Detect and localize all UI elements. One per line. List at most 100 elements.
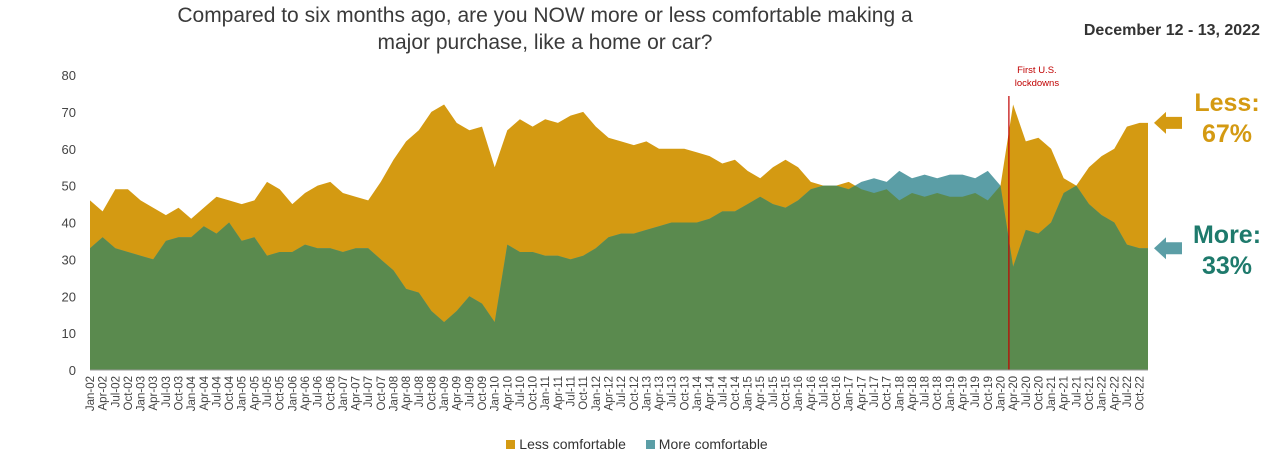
x-tick-label: Jul-17: [869, 376, 881, 407]
y-tick-label: 0: [69, 363, 76, 378]
y-tick-label: 50: [62, 179, 76, 194]
x-tick-label: Jan-09: [439, 376, 451, 411]
less-arrow-icon: [1154, 111, 1182, 134]
x-tick-label: Oct-11: [578, 376, 590, 410]
x-tick-label: Jan-08: [389, 376, 401, 411]
y-tick-label: 10: [62, 326, 76, 341]
more-callout: More: 33%: [1188, 220, 1266, 282]
x-tick-label: Oct-19: [983, 376, 995, 411]
x-tick-label: Apr-14: [705, 375, 717, 410]
lockdown-label-line-2: lockdowns: [1015, 78, 1060, 89]
x-tick-label: Jul-20: [1021, 376, 1033, 407]
x-tick-label: Apr-13: [654, 376, 666, 411]
x-tick-label: Jan-05: [237, 376, 249, 411]
x-tick-label: Jul-19: [970, 376, 982, 407]
less-callout-value: 67%: [1201, 120, 1253, 148]
x-tick-label: Apr-07: [351, 376, 363, 411]
x-tick-label: Jan-07: [338, 376, 350, 411]
x-tick-label: Jul-15: [768, 376, 780, 407]
x-tick-label: Oct-12: [629, 376, 641, 411]
x-tick-label: Oct-10: [528, 376, 540, 411]
x-tick-label: Apr-21: [1059, 376, 1071, 411]
x-tick-label: Apr-04: [199, 375, 211, 410]
less-callout-label: Less:: [1194, 89, 1260, 117]
x-tick-label: Apr-11: [553, 376, 565, 410]
x-tick-label: Jan-16: [793, 376, 805, 411]
x-tick-label: Jan-17: [844, 376, 856, 411]
x-tick-label: Jul-04: [212, 375, 224, 407]
x-tick-label: Jul-02: [110, 376, 122, 407]
x-tick-label: Apr-22: [1109, 376, 1121, 411]
x-tick-label: Apr-02: [98, 376, 110, 411]
x-tick-label: Oct-09: [477, 376, 489, 411]
y-tick-label: 60: [62, 142, 76, 157]
x-tick-label: Apr-19: [958, 376, 970, 411]
x-tick-label: Jan-19: [945, 376, 957, 411]
legend-swatch-more: [645, 440, 655, 449]
x-tick-label: Oct-03: [174, 376, 186, 411]
x-tick-label: Jul-07: [363, 376, 375, 407]
y-tick-label: 80: [62, 68, 76, 83]
overlap-area: [90, 170, 1148, 370]
x-tick-label: Oct-16: [831, 376, 843, 411]
x-tick-label: Oct-22: [1135, 376, 1147, 411]
x-tick-label: Apr-17: [856, 376, 868, 411]
legend: Less comfortable More comfortable: [0, 436, 1274, 452]
legend-label-more: More comfortable: [658, 436, 768, 452]
x-tick-label: Oct-04: [224, 375, 236, 410]
x-tick-label: Jan-02: [85, 376, 97, 411]
x-tick-label: Jul-05: [262, 376, 274, 407]
x-tick-label: Jul-12: [616, 376, 628, 407]
x-tick-label: Apr-16: [806, 376, 818, 411]
x-tick-label: Apr-18: [907, 376, 919, 411]
x-tick-label: Jul-03: [161, 376, 173, 407]
x-tick-label: Jan-15: [743, 376, 755, 411]
x-tick-label: Jul-22: [1122, 376, 1134, 407]
x-tick-label: Jan-13: [641, 376, 653, 411]
more-arrow-icon: [1154, 237, 1182, 260]
y-axis: 0 10 20 30 40 50 60 70 80: [62, 68, 76, 378]
x-tick-label: Apr-05: [249, 376, 261, 411]
chart-title: Compared to six months ago, are you NOW …: [177, 4, 913, 54]
survey-date: December 12 - 13, 2022: [1083, 22, 1260, 39]
lockdown-label-line-1: First U.S.: [1017, 65, 1057, 76]
x-axis: Jan-02 Apr-02 Jul-02 Oct-02 Jan-03 Apr-03 Jul-…: [85, 369, 1148, 411]
x-tick-label: Apr-15: [755, 376, 767, 411]
y-tick-label: 30: [62, 252, 76, 267]
x-tick-label: Jul-10: [515, 376, 527, 407]
x-tick-label: Jan-20: [996, 376, 1008, 411]
x-tick-label: Jan-21: [1046, 376, 1058, 411]
x-tick-label: Oct-06: [325, 376, 337, 411]
x-tick-label: Jan-06: [287, 376, 299, 411]
x-tick-label: Oct-17: [882, 376, 894, 411]
x-tick-label: Oct-08: [426, 376, 438, 411]
x-tick-label: Jan-04: [186, 375, 198, 411]
more-callout-value: 33%: [1201, 252, 1253, 280]
x-tick-label: Jan-14: [692, 375, 704, 411]
x-tick-label: Jan-11: [540, 376, 552, 410]
x-tick-label: Apr-09: [452, 376, 464, 411]
y-tick-label: 20: [62, 289, 76, 304]
x-tick-label: Jul-21: [1071, 376, 1083, 407]
x-tick-label: Oct-18: [932, 376, 944, 411]
x-tick-label: Jul-14: [717, 375, 729, 407]
x-tick-label: Jul-13: [667, 376, 679, 407]
x-tick-label: Jan-10: [490, 376, 502, 411]
x-tick-label: Jul-06: [313, 376, 325, 407]
x-tick-label: Jan-03: [136, 376, 148, 411]
callout-arrows: [1154, 111, 1182, 260]
x-tick-label: Oct-07: [376, 376, 388, 411]
x-tick-label: Jan-12: [591, 376, 603, 411]
y-tick-label: 70: [62, 105, 76, 120]
x-tick-label: Jul-16: [818, 376, 830, 407]
x-tick-label: Jan-18: [894, 376, 906, 411]
legend-item-more: More comfortable: [645, 436, 768, 452]
x-tick-label: Apr-06: [300, 376, 312, 411]
lockdown-annotation: First U.S. lockdowns: [1008, 65, 1060, 370]
x-tick-label: Jul-09: [464, 376, 476, 407]
x-tick-label: Apr-20: [1008, 376, 1020, 411]
x-tick-label: Oct-21: [1084, 376, 1096, 411]
x-tick-label: Oct-02: [123, 376, 135, 411]
x-tick-label: Apr-03: [148, 376, 160, 411]
